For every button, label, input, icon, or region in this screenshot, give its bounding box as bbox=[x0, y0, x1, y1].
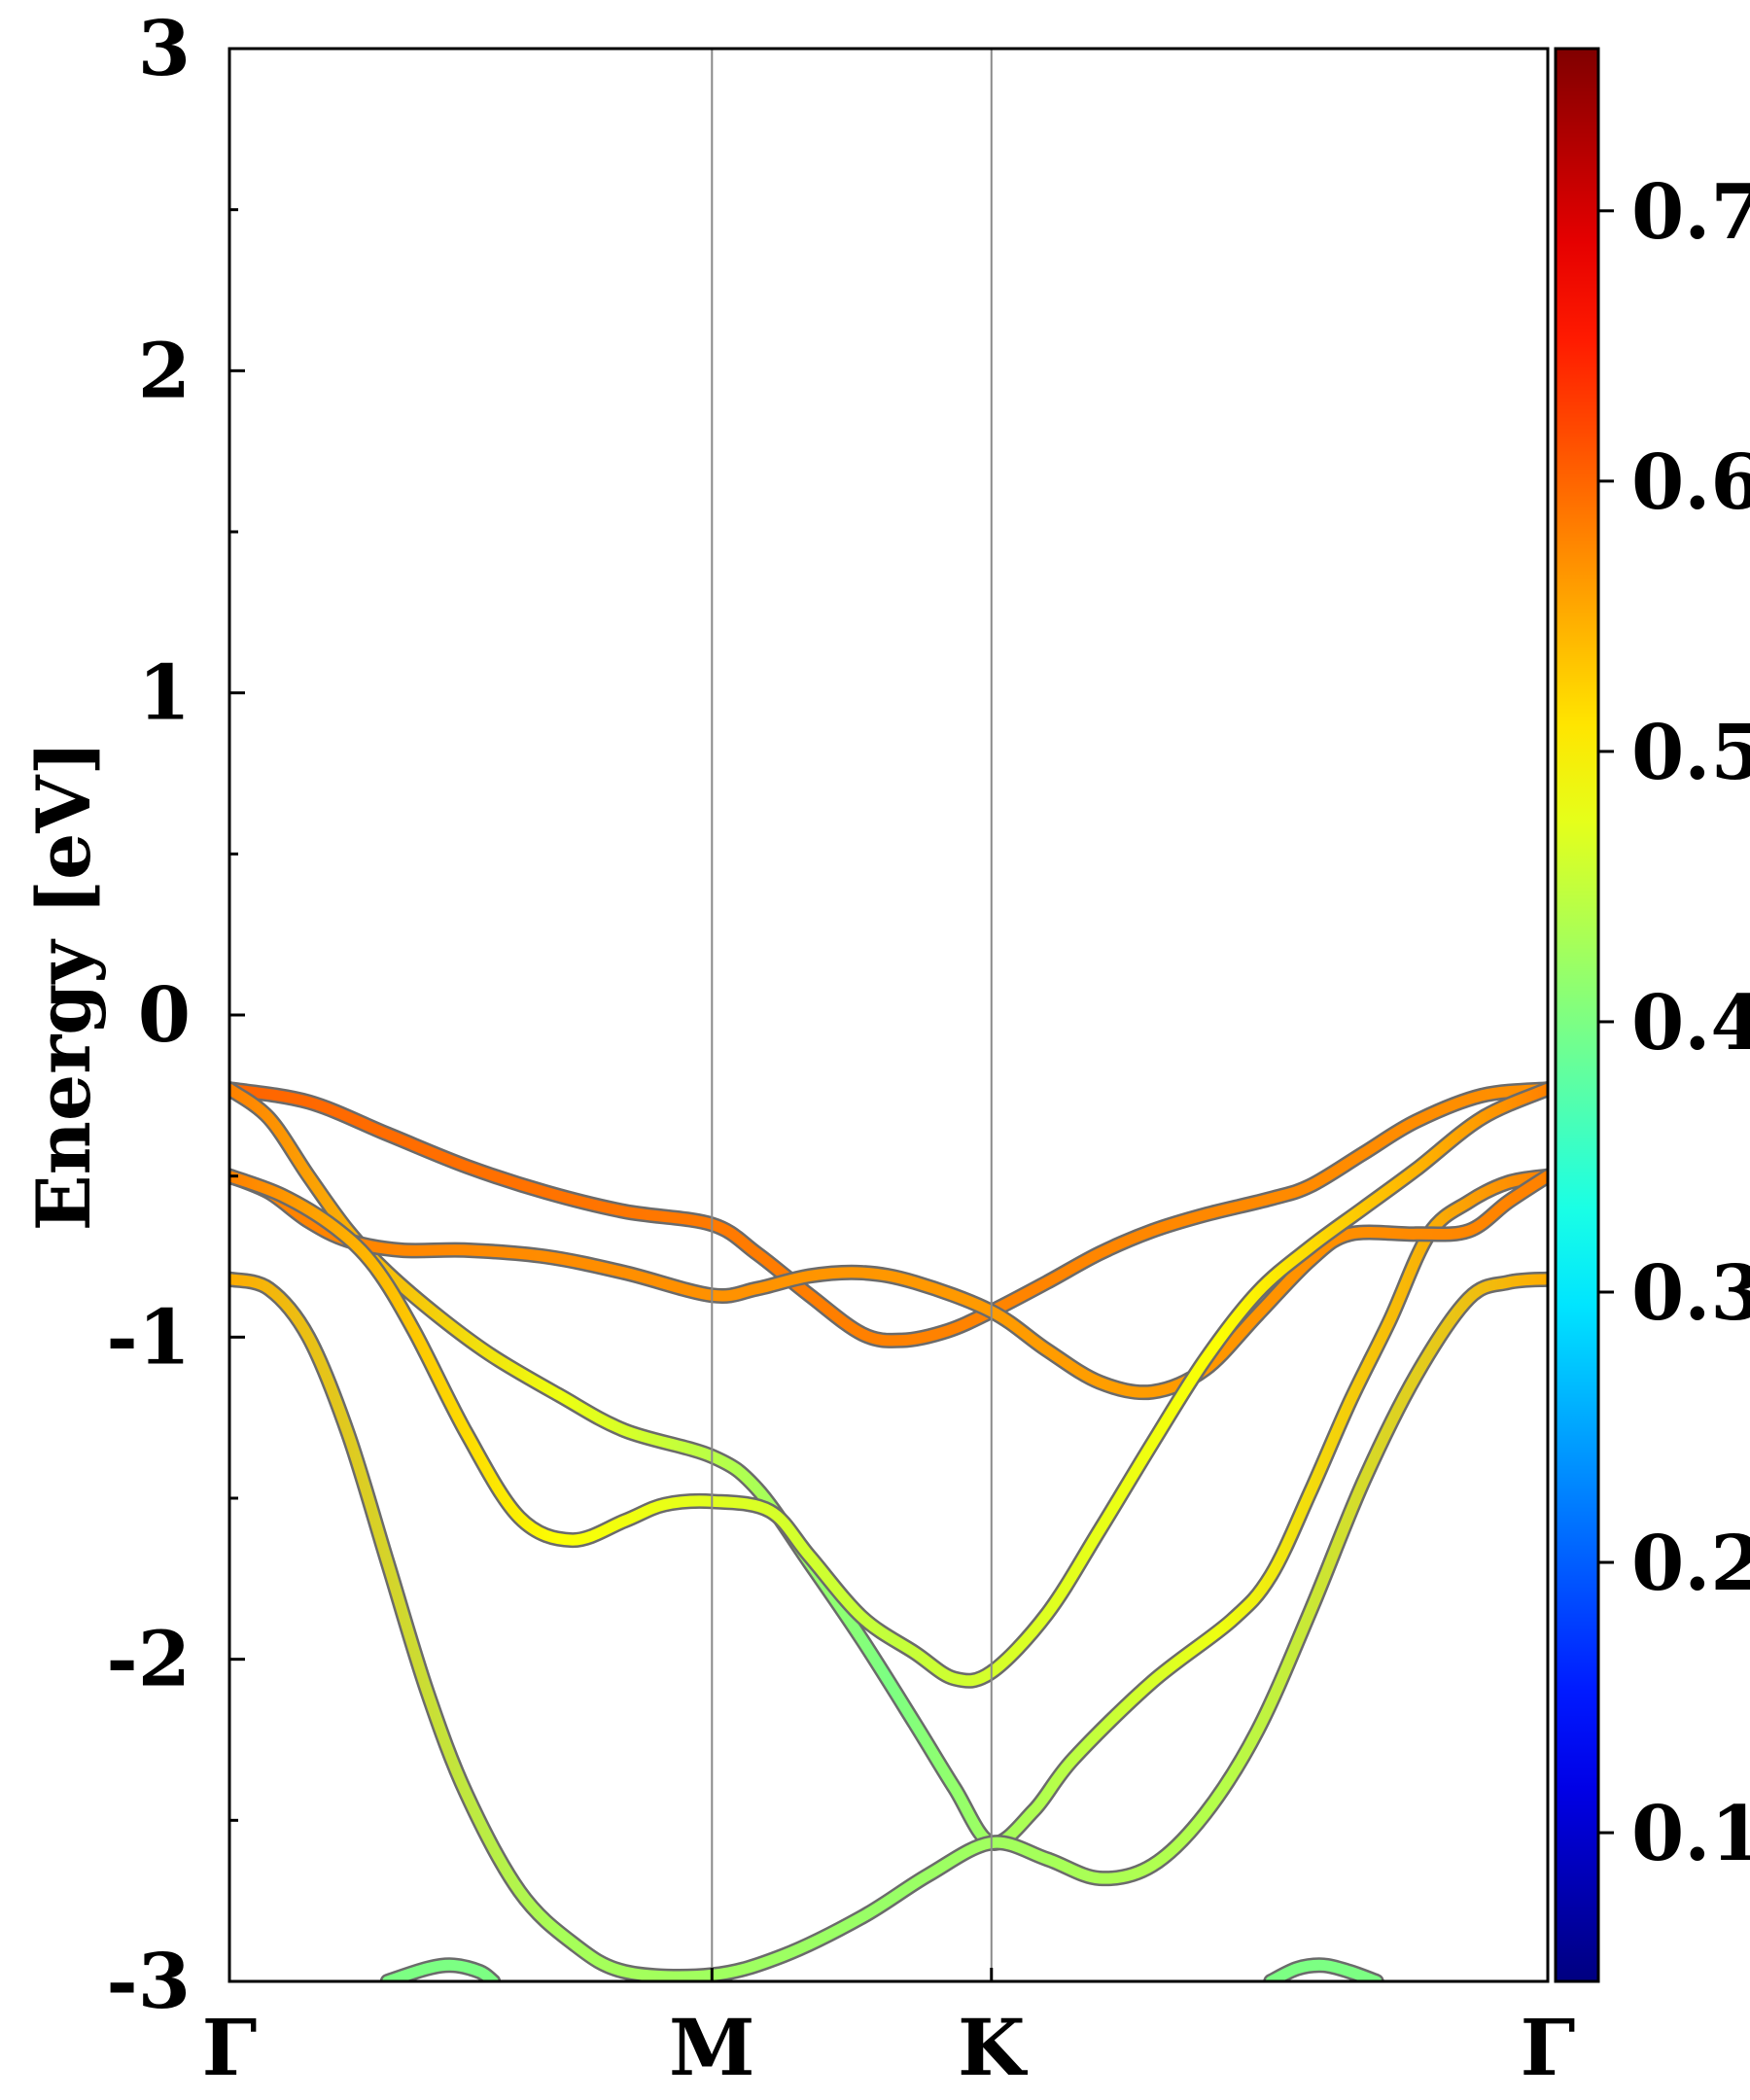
colorbar-tick-label: 0.1 bbox=[1631, 1790, 1750, 1878]
band-line bbox=[382, 1959, 499, 1981]
x-tick-label: K bbox=[958, 2002, 1028, 2093]
kpoint-lines bbox=[711, 49, 993, 1981]
band-line bbox=[229, 1274, 1548, 1981]
y-tick-label: -1 bbox=[106, 1293, 191, 1382]
band-line bbox=[229, 1171, 1548, 1398]
colorbar-tick-label: 0.3 bbox=[1631, 1249, 1750, 1338]
y-axis: 3 2 1 0 -1 -2 -3 bbox=[106, 5, 245, 2026]
y-tick-label: 0 bbox=[138, 971, 191, 1060]
y-tick-label: 2 bbox=[138, 327, 191, 415]
bands-layer bbox=[229, 1081, 1548, 1981]
x-tick-label: M bbox=[669, 2002, 755, 2093]
colorbar-tick-label: 0.4 bbox=[1631, 979, 1750, 1068]
y-tick-label: 3 bbox=[138, 5, 191, 93]
x-tick-label: Γ bbox=[1521, 2002, 1576, 2093]
band-line bbox=[229, 1083, 1548, 1687]
y-tick-label: -3 bbox=[106, 1938, 191, 2026]
y-tick-label: 1 bbox=[138, 649, 191, 738]
colorbar-tick-label: 0.2 bbox=[1631, 1520, 1750, 1608]
colorbar-tick-label: 0.5 bbox=[1631, 709, 1750, 797]
colorbar bbox=[1554, 47, 1600, 1983]
colorbar-tick-label: 0.7 bbox=[1631, 168, 1750, 257]
colorbar-ticks: 0.1 0.2 0.3 0.4 0.5 0.6 0.7 bbox=[1598, 168, 1750, 1878]
x-tick-label: Γ bbox=[202, 2002, 258, 2093]
band-line bbox=[1265, 1959, 1382, 1981]
y-axis-title: Energy [eV] bbox=[20, 741, 107, 1232]
band-outline bbox=[229, 1081, 1548, 1851]
band-line bbox=[229, 1083, 1548, 1849]
y-tick-label: -2 bbox=[106, 1616, 191, 1704]
band-line bbox=[229, 1083, 1548, 1347]
colorbar-tick-label: 0.6 bbox=[1631, 438, 1750, 527]
